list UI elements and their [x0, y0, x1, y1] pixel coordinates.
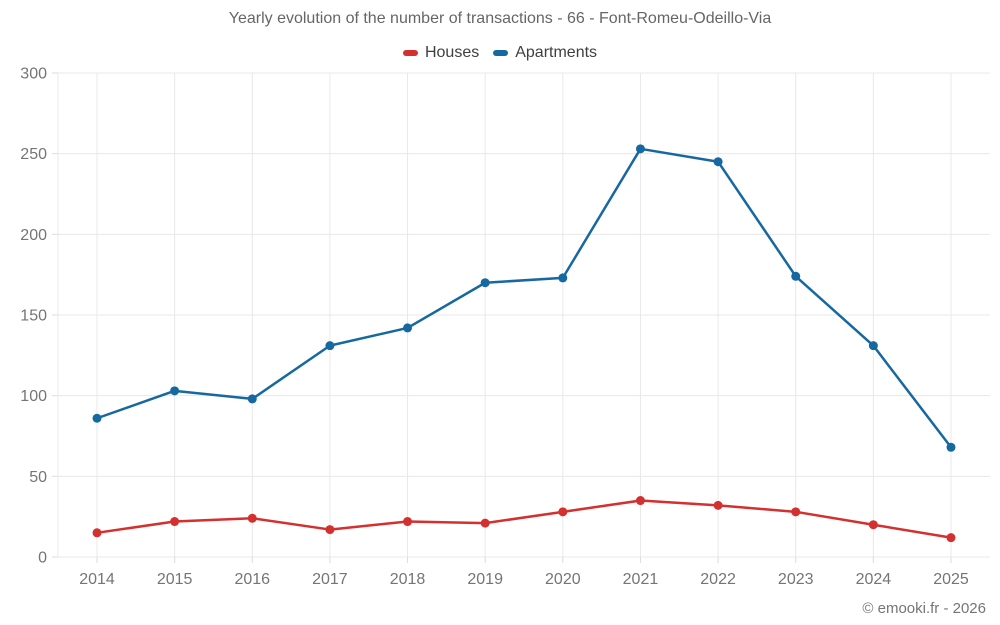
- houses-swatch-icon: [402, 50, 418, 56]
- y-tick-label: 150: [20, 308, 47, 325]
- y-tick-label: 300: [20, 66, 47, 83]
- legend-item-houses[interactable]: Houses: [402, 44, 480, 62]
- point-apartments-2024[interactable]: [868, 341, 878, 351]
- x-tick-label: 2025: [933, 571, 969, 588]
- point-houses-2021[interactable]: [635, 496, 645, 506]
- point-houses-2019[interactable]: [480, 518, 490, 528]
- x-tick-label: 2022: [700, 571, 736, 588]
- point-apartments-2025[interactable]: [946, 442, 956, 452]
- x-tick-label: 2017: [312, 571, 348, 588]
- x-tick-label: 2023: [778, 571, 814, 588]
- point-apartments-2017[interactable]: [325, 341, 335, 351]
- point-apartments-2014[interactable]: [92, 413, 102, 423]
- x-tick-label: 2024: [856, 571, 892, 588]
- point-apartments-2018[interactable]: [403, 323, 413, 333]
- footer-credit: © emooki.fr - 2026: [862, 600, 986, 617]
- point-apartments-2015[interactable]: [170, 386, 180, 396]
- point-houses-2022[interactable]: [713, 500, 723, 510]
- point-houses-2015[interactable]: [170, 517, 180, 527]
- y-tick-label: 50: [29, 469, 47, 486]
- point-apartments-2019[interactable]: [480, 278, 490, 288]
- x-tick-label: 2018: [390, 571, 426, 588]
- point-houses-2020[interactable]: [558, 507, 568, 517]
- point-apartments-2021[interactable]: [635, 144, 645, 154]
- point-houses-2023[interactable]: [791, 507, 801, 517]
- point-apartments-2020[interactable]: [558, 273, 568, 283]
- point-apartments-2022[interactable]: [713, 157, 723, 167]
- x-tick-label: 2015: [157, 571, 193, 588]
- series-houses-line: [95, 499, 953, 539]
- x-tick-label: 2016: [234, 571, 270, 588]
- x-tick-label: 2019: [467, 571, 503, 588]
- point-houses-2018[interactable]: [403, 517, 413, 527]
- point-houses-2014[interactable]: [92, 528, 102, 538]
- legend-item-apartments[interactable]: Apartments: [493, 44, 597, 62]
- x-tick-label: 2014: [79, 571, 115, 588]
- series-apartments-line: [95, 147, 953, 449]
- point-houses-2016[interactable]: [247, 513, 257, 523]
- legend-label-apartments: Apartments: [515, 44, 598, 61]
- y-tick-label: 250: [20, 146, 47, 163]
- point-houses-2017[interactable]: [325, 525, 335, 535]
- apartments-swatch-icon: [493, 50, 509, 56]
- point-houses-2025[interactable]: [946, 533, 956, 543]
- legend-label-houses: Houses: [424, 44, 480, 61]
- point-apartments-2023[interactable]: [791, 271, 801, 281]
- x-tick-label: 2021: [623, 571, 659, 588]
- point-apartments-2016[interactable]: [247, 394, 257, 404]
- y-tick-label: 200: [20, 227, 47, 244]
- chart-title: Yearly evolution of the number of transa…: [228, 10, 772, 27]
- legend: Houses Apartments: [0, 44, 1000, 62]
- y-tick-label: 0: [38, 550, 47, 567]
- x-tick-label: 2020: [545, 571, 581, 588]
- y-tick-label: 100: [20, 388, 47, 405]
- point-houses-2024[interactable]: [868, 520, 878, 530]
